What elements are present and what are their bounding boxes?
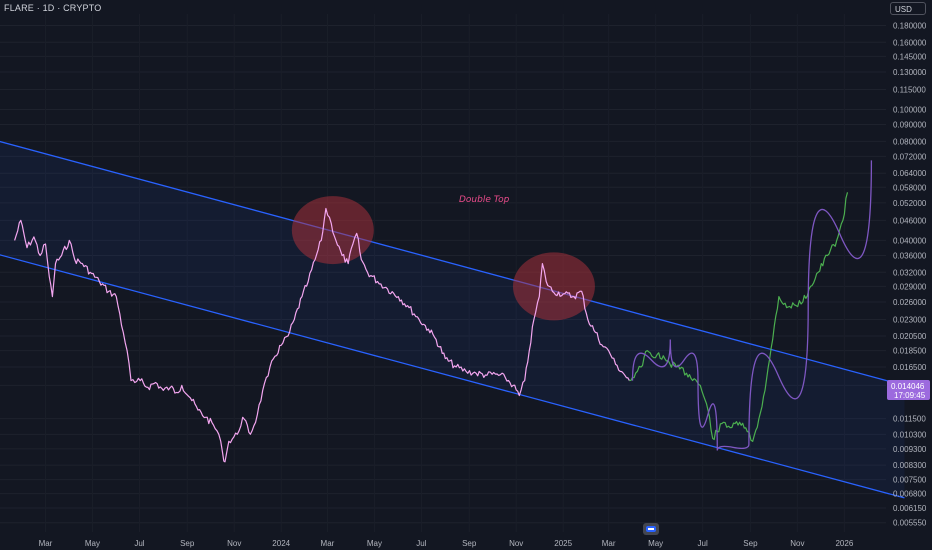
price-tick-label: 0.008300 [893,461,927,470]
price-tick-label: 0.036000 [893,251,927,260]
price-tick-label: 0.023000 [893,315,927,324]
price-tick-label: 0.026000 [893,298,927,307]
projection-arc-path [631,160,873,451]
time-tick-label: 2025 [554,539,572,548]
price-axis[interactable]: 0.180000 0.160000 0.145000 0.130000 0.115000… [893,21,927,527]
price-tick-label: 0.145000 [893,52,927,61]
price-tick-label: 0.058000 [893,183,927,192]
currency-button[interactable]: USD [890,2,926,15]
projection-price-line [629,192,849,442]
price-tick-label: 0.029000 [893,282,927,291]
time-tick-label: 2026 [835,539,853,548]
symbol-title[interactable]: FLARE · 1D · CRYPTO [4,3,102,13]
price-tick-label: 0.160000 [893,38,927,47]
time-axis[interactable]: Mar May Jul Sep Nov 2024 Mar May Jul Sep Nov 2025 Ma… [39,539,854,548]
time-tick-label: May [648,539,663,548]
price-tick-label: 0.100000 [893,105,927,114]
time-tick-label: May [367,539,382,548]
price-tick-label: 0.016500 [893,363,927,372]
time-tick-label: Mar [602,539,616,548]
price-series [14,192,849,463]
price-tick-label: 0.009300 [893,445,927,454]
time-tick-label: May [85,539,100,548]
price-tick-label: 0.006150 [893,504,927,513]
price-tick-label: 0.011500 [893,415,926,424]
price-tick-label: 0.006800 [893,490,927,499]
price-tick-label: 0.040000 [893,236,927,245]
projection-arc[interactable] [631,160,873,451]
last-price-badge [887,380,930,400]
price-tick-label: 0.010300 [893,430,927,439]
price-tick-label: 0.052000 [893,199,927,208]
price-tick-label: 0.032000 [893,268,927,277]
price-tick-label: 0.115000 [893,85,926,94]
time-tick-label: Sep [180,539,195,548]
channel-fill [0,141,905,498]
time-tick-label: Sep [743,539,758,548]
last-price-countdown: 17:09:45 [894,391,926,400]
last-price-label: 0.014046 17:09:45 [887,380,930,400]
price-tick-label: 0.007500 [893,476,927,485]
chart-grid [0,14,886,532]
price-tick-label: 0.020500 [893,332,927,341]
double-top-annotation[interactable]: Double Top [459,195,510,205]
descending-channel[interactable] [0,140,905,499]
time-tick-label: Nov [509,539,523,548]
price-tick-label: 0.046000 [893,216,927,225]
highlight-circle [512,252,595,321]
time-tick-label: Nov [227,539,241,548]
channel-lower-line [0,254,905,499]
time-tick-label: Jul [698,539,708,548]
time-tick-label: Nov [790,539,804,548]
time-tick-label: Sep [462,539,477,548]
channel-upper-line [0,140,905,387]
price-tick-label: 0.130000 [893,68,927,77]
tradingview-logo-icon[interactable] [643,523,659,535]
time-tick-label: Mar [39,539,53,548]
price-tick-label: 0.018500 [893,347,927,356]
last-price-value: 0.014046 [891,382,925,391]
price-tick-label: 0.064000 [893,169,927,178]
price-tick-label: 0.080000 [893,137,927,146]
price-tick-label: 0.090000 [893,121,927,130]
time-tick-label: Jul [416,539,426,548]
price-tick-label: 0.180000 [893,21,927,30]
price-tick-label: 0.005550 [893,519,927,528]
price-tick-label: 0.072000 [893,152,927,161]
time-tick-label: 2024 [272,539,290,548]
time-tick-label: Mar [321,539,335,548]
history-price-line [14,207,630,463]
time-tick-label: Jul [134,539,144,548]
